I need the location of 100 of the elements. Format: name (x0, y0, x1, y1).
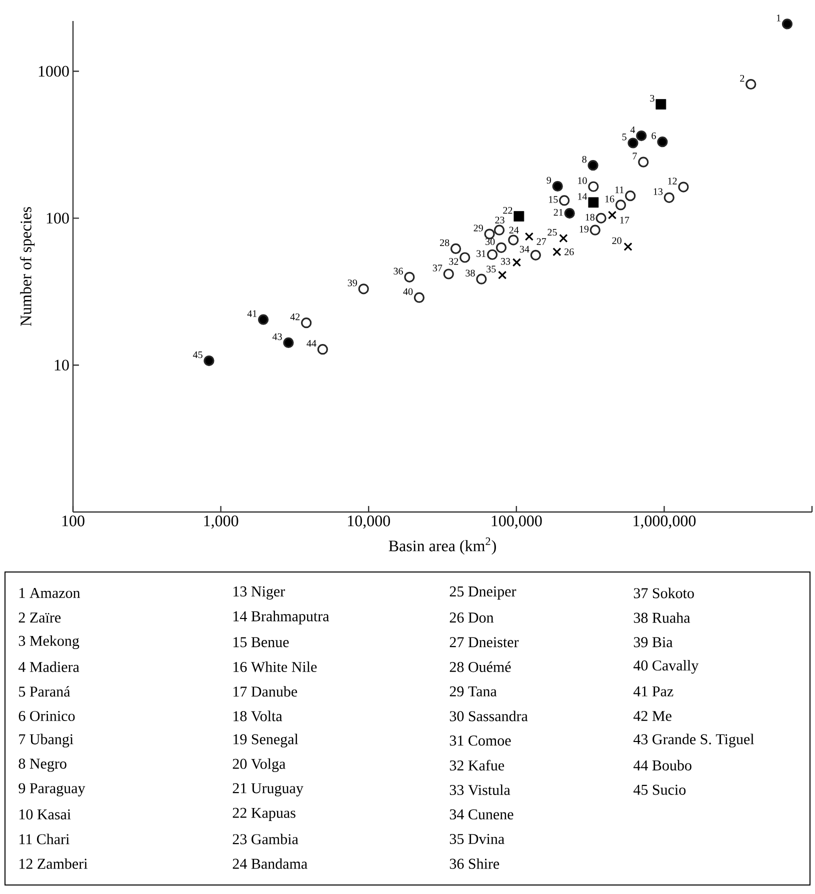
annotation: 36 (394, 268, 403, 274)
text: 43 Grande S. Tiguel (633, 734, 754, 748)
annotation: 22 (503, 207, 512, 214)
text: 11 Chari (19, 834, 70, 844)
text: 14 Brahmaputra (233, 610, 329, 624)
annotation: 10 (578, 177, 587, 184)
text: 41 Paz (633, 686, 674, 696)
annotation: 21 (554, 208, 563, 216)
annotation: 44 (306, 340, 316, 347)
text: 7 Ubangi (19, 734, 74, 748)
x-tick-label: 1,000,000 (633, 516, 696, 529)
annotation: 14 (578, 193, 587, 200)
annotation: 3 (650, 94, 654, 102)
y-axis-title: Number of species (20, 207, 34, 326)
annotation: 39 (348, 280, 357, 286)
annotation: 8 (582, 156, 586, 163)
text: 10 Kasai (19, 809, 71, 820)
text: 24 Bandama (232, 858, 308, 869)
text: 3 Mekong (18, 635, 80, 650)
text: 8 Negro (18, 758, 66, 772)
y-tick-label: 1000 (38, 66, 69, 77)
text: 31 Comoe (450, 736, 511, 746)
y-tick-label: 10 (54, 360, 69, 370)
text: 9 Paraguay (18, 783, 86, 796)
annotation: 15 (548, 196, 558, 203)
text: 28 Ouémé (450, 662, 511, 672)
text: 16 White Nile (233, 661, 317, 672)
text: 23 Gambia (232, 834, 298, 844)
annotation: 26 (564, 248, 574, 256)
text: 40 Cavally (633, 660, 698, 674)
annotation: 30 (485, 238, 495, 246)
text: 37 Sokoto (634, 588, 694, 598)
text: 2 Zaïre (18, 612, 60, 623)
text: 15 Benue (233, 637, 289, 648)
text: 36 Shire (450, 858, 499, 869)
annotation: 28 (440, 239, 450, 246)
annotation: 1 (776, 14, 780, 22)
x-axis-title: Basin area (km$^{2}$) (388, 537, 496, 555)
annotation: 29 (474, 224, 483, 232)
text: 27 Dneister (450, 637, 518, 648)
x-tick-label: 1,000 (204, 516, 238, 529)
text: 6 Orinico (18, 710, 75, 722)
text: 4 Madiera (18, 662, 80, 672)
text: 34 Cunene (450, 809, 514, 820)
annotation: 41 (247, 310, 256, 317)
annotation: 35 (486, 266, 496, 272)
annotation: 19 (580, 226, 588, 232)
text: 26 Don (450, 612, 494, 623)
text: 19 Senegal (233, 734, 298, 748)
annotation: 11 (615, 186, 624, 194)
annotation: 43 (272, 333, 282, 340)
annotation: 12 (668, 178, 677, 184)
text: 5 Paraná (18, 686, 70, 697)
annotation: 23 (495, 216, 504, 224)
text: 12 Zamberi (19, 858, 88, 869)
annotation: 34 (520, 246, 530, 253)
text: 45 Sucio (633, 784, 686, 795)
annotation: 24 (509, 226, 519, 234)
annotation: 16 (605, 196, 614, 202)
annotation: 42 (290, 314, 300, 320)
annotation: 18 (586, 214, 594, 221)
text: 38 Ruaha (634, 612, 690, 623)
text: 17 Danube (233, 686, 297, 697)
annotation: 9 (546, 176, 551, 184)
text: 42 Me (633, 710, 672, 722)
annotation: 25 (547, 228, 557, 236)
text: 44 Boubo (633, 760, 692, 770)
text: 20 Volga (232, 758, 286, 772)
text: 1 Amazon (19, 588, 80, 598)
annotation: 38 (466, 270, 475, 276)
x-tick-label: 100,000 (492, 516, 542, 529)
annotation: 40 (403, 288, 412, 295)
annotation: 32 (448, 258, 458, 265)
text: 32 Kafue (450, 760, 504, 771)
text: 13 Niger (233, 586, 285, 600)
annotation: 37 (432, 264, 442, 272)
text: 18 Volta (233, 710, 282, 722)
annotation: 45 (192, 351, 202, 358)
x-tick-label: 10,000 (348, 516, 390, 529)
annotation: 6 (652, 132, 656, 140)
annotation: 20 (612, 237, 622, 244)
annotation: 2 (740, 74, 744, 82)
annotation: 33 (500, 258, 510, 265)
text: 30 Sassandra (450, 710, 528, 722)
annotation: 27 (536, 238, 546, 245)
annotation: 5 (622, 134, 626, 140)
text: 33 Vistula (450, 784, 510, 796)
text: 22 Kapuas (232, 808, 296, 821)
text: 35 Dvina (450, 834, 504, 844)
text: 29 Tana (450, 686, 497, 696)
annotation: 7 (632, 152, 637, 160)
text: 39 Bia (634, 637, 672, 648)
annotation: 13 (654, 188, 662, 195)
text: 21 Uruguay (232, 783, 304, 796)
annotation: 17 (620, 216, 629, 224)
text: 25 Dneiper (450, 586, 516, 600)
x-tick-label: 100 (62, 516, 84, 526)
annotation: 31 (476, 250, 486, 257)
annotation: 4 (630, 126, 635, 134)
y-tick-label: 100 (46, 212, 69, 224)
